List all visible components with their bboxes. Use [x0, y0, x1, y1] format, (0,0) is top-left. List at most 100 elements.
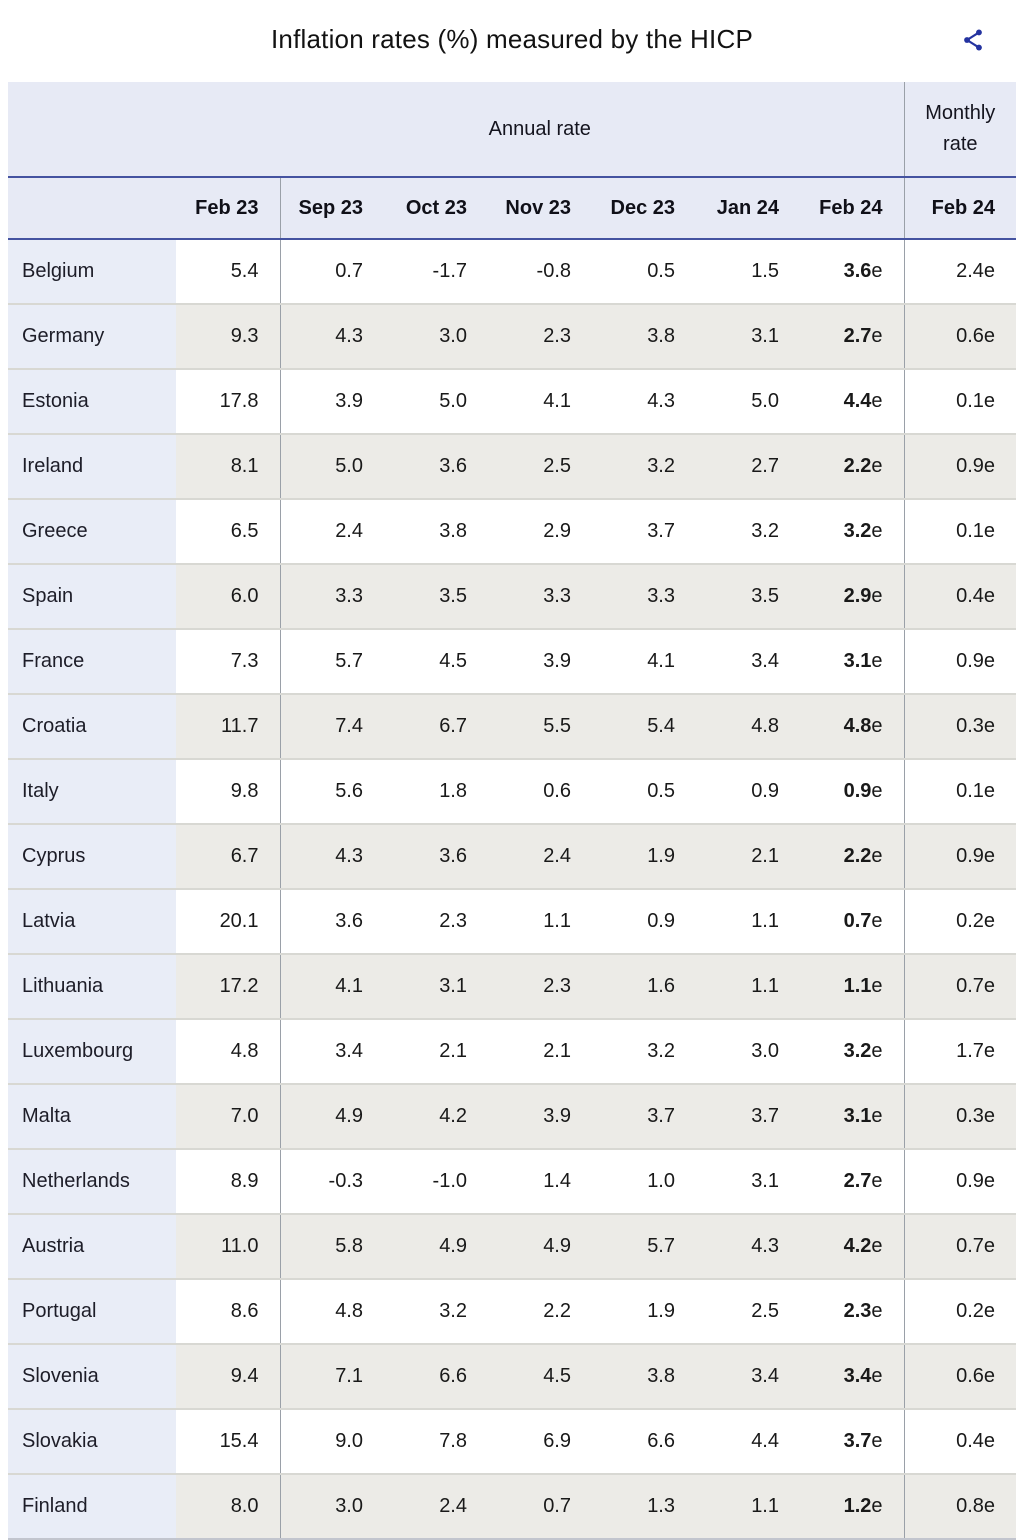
value-cell-nov23: 2.4 [488, 824, 592, 890]
table-row: Latvia 20.1 3.6 2.3 1.1 0.9 1.1 0.7e 0.2e [8, 889, 1017, 955]
value-cell-sep23: 9.0 [279, 1409, 384, 1475]
estimate-flag: e [983, 715, 996, 737]
value-cell-dec23: 0.9 [592, 889, 696, 955]
table-row: Ireland 8.1 5.0 3.6 2.5 3.2 2.7 2.2e 0.9e [8, 434, 1017, 500]
value-cell-monthly-feb24: 0.2e [903, 889, 1017, 955]
value-cell-feb23: 6.5 [176, 499, 280, 565]
table-row: France 7.3 5.7 4.5 3.9 4.1 3.4 3.1e 0.9e [8, 629, 1017, 695]
value-cell-jan24: 2.7 [696, 434, 800, 500]
value-cell-jan24: 4.8 [696, 694, 800, 760]
estimate-flag: e [871, 455, 883, 477]
estimate-flag: e [983, 910, 996, 932]
country-cell: France [8, 629, 176, 695]
value-cell-feb23: 8.1 [176, 434, 280, 500]
value-cell-jan24: 0.9 [696, 759, 800, 825]
value-cell-jan24: 2.5 [696, 1279, 800, 1345]
value-cell-nov23: -0.8 [488, 239, 592, 305]
column-header-jan24: Jan 24 [696, 176, 800, 240]
estimate-flag: e [983, 520, 996, 542]
value-cell-jan24: 1.1 [696, 954, 800, 1020]
estimate-flag: e [871, 910, 883, 932]
value-cell-oct23: 2.1 [384, 1019, 488, 1085]
value-cell-nov23: 6.9 [488, 1409, 592, 1475]
value-cell-dec23: 5.4 [592, 694, 696, 760]
table-row: Portugal 8.6 4.8 3.2 2.2 1.9 2.5 2.3e 0.2e [8, 1279, 1017, 1345]
country-cell: Netherlands [8, 1149, 176, 1215]
value-cell-monthly-feb24: 0.3e [903, 1084, 1017, 1150]
value-cell-sep23: 5.7 [279, 629, 384, 695]
table-row: Austria 11.0 5.8 4.9 4.9 5.7 4.3 4.2e 0.7e [8, 1214, 1017, 1280]
value-cell-nov23: 0.7 [488, 1474, 592, 1540]
value-cell-oct23: 2.3 [384, 889, 488, 955]
value-cell-feb24: 4.2e [800, 1214, 905, 1280]
value-cell-monthly-feb24: 0.8e [903, 1474, 1017, 1540]
value-cell-monthly-feb24: 0.1e [903, 369, 1017, 435]
table-row: Luxembourg 4.8 3.4 2.1 2.1 3.2 3.0 3.2e 1.7e [8, 1019, 1017, 1085]
table-row: Slovenia 9.4 7.1 6.6 4.5 3.8 3.4 3.4e 0.6e [8, 1344, 1017, 1410]
value-cell-monthly-feb24: 0.1e [903, 499, 1017, 565]
value-cell-monthly-feb24: 0.1e [903, 759, 1017, 825]
estimate-flag: e [983, 1495, 996, 1517]
value-cell-sep23: 3.3 [279, 564, 384, 630]
value-cell-nov23: 0.6 [488, 759, 592, 825]
value-cell-oct23: 3.8 [384, 499, 488, 565]
column-header-oct23: Oct 23 [384, 176, 488, 240]
estimate-flag: e [983, 1170, 996, 1192]
value-cell-feb23: 17.2 [176, 954, 280, 1020]
value-cell-jan24: 3.2 [696, 499, 800, 565]
country-cell: Germany [8, 304, 176, 370]
estimate-flag: e [983, 1430, 996, 1452]
country-cell: Croatia [8, 694, 176, 760]
value-cell-oct23: 6.7 [384, 694, 488, 760]
estimate-flag: e [983, 845, 996, 867]
table-row: Slovakia 15.4 9.0 7.8 6.9 6.6 4.4 3.7e 0.4e [8, 1409, 1017, 1475]
value-cell-monthly-feb24: 0.9e [903, 629, 1017, 695]
value-cell-jan24: 4.3 [696, 1214, 800, 1280]
estimate-flag: e [871, 390, 883, 412]
country-cell: Malta [8, 1084, 176, 1150]
estimate-flag: e [983, 260, 996, 282]
column-header-sep23: Sep 23 [279, 176, 384, 240]
value-cell-nov23: 3.9 [488, 629, 592, 695]
estimate-flag: e [871, 715, 883, 737]
value-cell-feb23: 20.1 [176, 889, 280, 955]
country-cell: Portugal [8, 1279, 176, 1345]
value-cell-feb24: 3.2e [800, 499, 905, 565]
value-cell-jan24: 3.4 [696, 629, 800, 695]
value-cell-nov23: 2.5 [488, 434, 592, 500]
value-cell-jan24: 3.1 [696, 1149, 800, 1215]
value-cell-feb23: 8.9 [176, 1149, 280, 1215]
estimate-flag: e [871, 325, 883, 347]
value-cell-dec23: 3.7 [592, 499, 696, 565]
value-cell-sep23: 4.3 [279, 304, 384, 370]
value-cell-feb24: 3.7e [800, 1409, 905, 1475]
value-cell-feb24: 2.7e [800, 1149, 905, 1215]
value-cell-feb24: 0.7e [800, 889, 905, 955]
value-cell-nov23: 4.5 [488, 1344, 592, 1410]
estimate-flag: e [871, 585, 883, 607]
value-cell-sep23: 5.8 [279, 1214, 384, 1280]
value-cell-feb24: 0.9e [800, 759, 905, 825]
value-cell-feb23: 5.4 [176, 239, 280, 305]
value-cell-feb23: 7.3 [176, 629, 280, 695]
country-cell: Spain [8, 564, 176, 630]
country-cell: Ireland [8, 434, 176, 500]
share-button[interactable] [958, 26, 988, 56]
value-cell-jan24: 3.1 [696, 304, 800, 370]
value-cell-jan24: 3.0 [696, 1019, 800, 1085]
value-cell-feb24: 2.3e [800, 1279, 905, 1345]
estimate-flag: e [871, 650, 883, 672]
value-cell-feb24: 2.2e [800, 824, 905, 890]
annual-rate-group-header: Annual rate [176, 82, 905, 177]
value-cell-feb23: 9.4 [176, 1344, 280, 1410]
country-cell: Lithuania [8, 954, 176, 1020]
country-cell: Luxembourg [8, 1019, 176, 1085]
value-cell-nov23: 5.5 [488, 694, 592, 760]
value-cell-oct23: 3.0 [384, 304, 488, 370]
value-cell-oct23: 3.2 [384, 1279, 488, 1345]
value-cell-nov23: 2.9 [488, 499, 592, 565]
column-header-feb24: Feb 24 [800, 176, 905, 240]
value-cell-sep23: 3.0 [279, 1474, 384, 1540]
estimate-flag: e [983, 1105, 996, 1127]
